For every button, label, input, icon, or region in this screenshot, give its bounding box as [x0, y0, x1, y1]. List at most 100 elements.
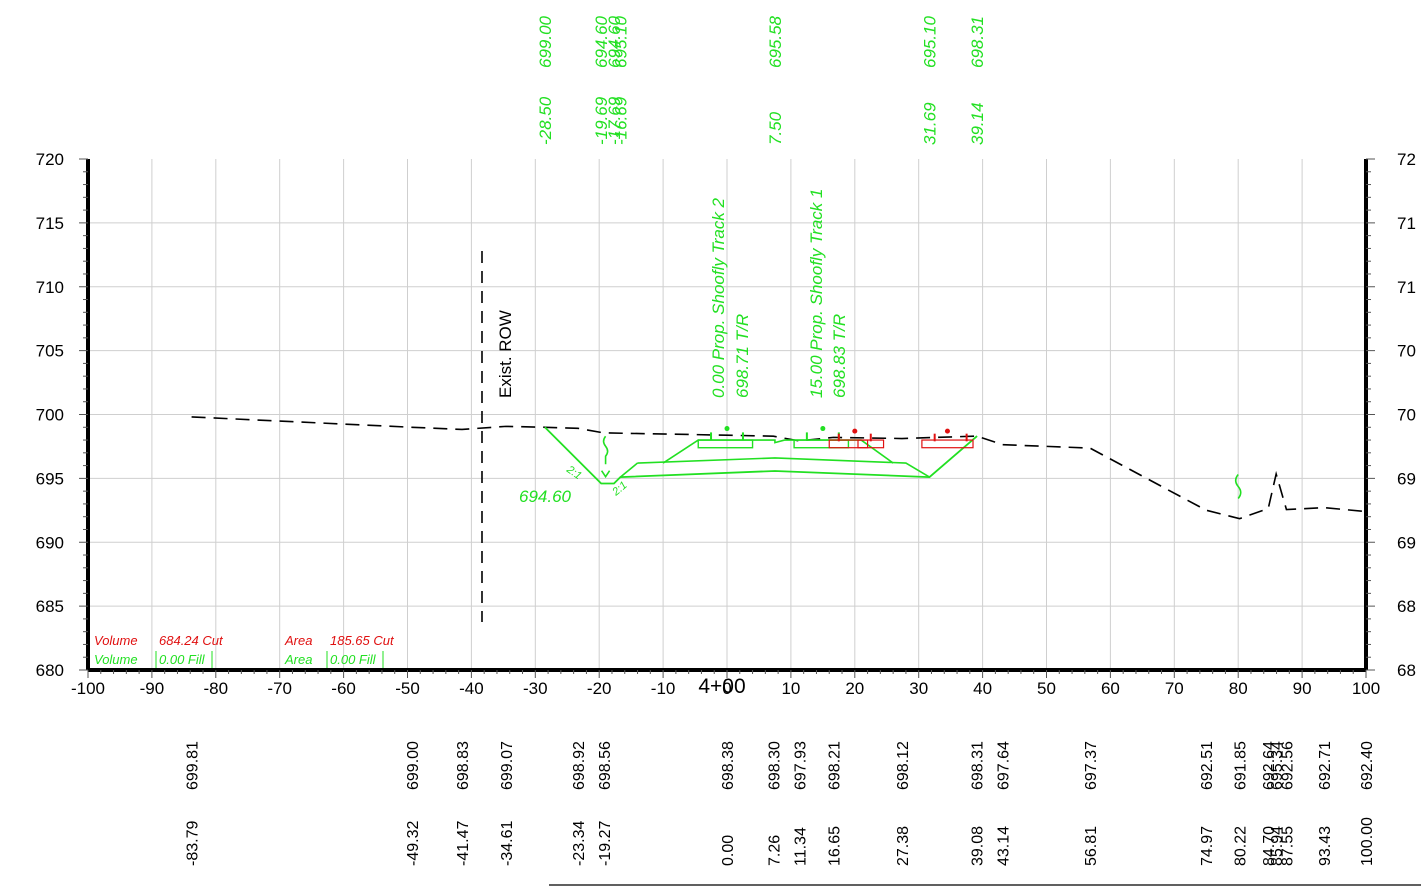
bottom-elevation-label: 692.64 [1261, 741, 1278, 790]
bottom-offset-label: 74.97 [1199, 826, 1216, 866]
drainage-symbol [1234, 474, 1242, 500]
offset-tick-label: -90 [140, 679, 165, 698]
track1-tie [793, 439, 850, 449]
offset-tick-label: -60 [331, 679, 356, 698]
top-elevation-label: 695.10 [611, 15, 630, 68]
bottom-elevation-label: 691.85 [1233, 741, 1250, 790]
offset-tick-label: 70 [1165, 679, 1184, 698]
track-centerline-dot [724, 426, 730, 432]
bottom-point-labels: 699.81 -83.79 699.00 -49.32 698.83 -41.47 699.… [185, 741, 1376, 866]
offset-tick-label: 40 [973, 679, 992, 698]
elevation-tick-label: 710 [36, 278, 64, 297]
bottom-offset-label: -19.27 [597, 821, 614, 866]
track2-tie [697, 439, 754, 449]
elevation-tick-label-right: 71 [1397, 278, 1416, 297]
bottom-elevation-label: 699.07 [499, 741, 516, 790]
elevation-tick-label: 680 [36, 661, 64, 680]
elevation-tick-label: 695 [36, 469, 64, 488]
bottom-offset-label: -23.34 [571, 821, 588, 866]
top-elevation-label: 694.60 [605, 15, 624, 68]
slope-left-label: 2:1 [563, 463, 583, 482]
bottom-offset-label: 87.55 [1279, 826, 1296, 866]
bottom-elevation-label: 698.38 [720, 741, 737, 790]
track1-label: 15.00 Prop. Shoofly Track 1 [807, 189, 826, 398]
elevation-tick-label: 715 [36, 214, 64, 233]
elevation-tick-label-right: 69 [1397, 533, 1416, 552]
top-offset-label: -17.69 [605, 96, 624, 145]
fill-area-label: Area [284, 652, 312, 667]
elevation-tick-label-right: 69 [1397, 469, 1416, 488]
bottom-offset-label: 100.00 [1359, 817, 1376, 866]
existing-ground-profile [191, 416, 1367, 520]
offset-tick-label: -70 [267, 679, 292, 698]
offset-tick-label: -50 [395, 679, 420, 698]
bottom-elevation-label: 697.37 [1083, 741, 1100, 790]
fill-area-value: 0.00 Fill [330, 652, 377, 667]
offset-tick-label: 30 [909, 679, 928, 698]
cut-volume-label: Volume [94, 633, 138, 648]
offset-tick-label: -80 [204, 679, 229, 698]
bottom-elevation-label: 698.56 [597, 741, 614, 790]
offset-tick-label: 20 [845, 679, 864, 698]
offset-tick-label: 80 [1229, 679, 1248, 698]
bottom-offset-label: 27.38 [895, 826, 912, 866]
offset-tick-label: -30 [523, 679, 548, 698]
offset-tick-label: 50 [1037, 679, 1056, 698]
offset-tick-label: 10 [781, 679, 800, 698]
elevation-tick-label-right: 68 [1397, 597, 1416, 616]
top-offset-label: -16.69 [611, 96, 630, 145]
offset-tick-label: 90 [1293, 679, 1312, 698]
bottom-offset-label: 7.26 [766, 835, 783, 866]
offset-tick-label: 100 [1352, 679, 1380, 698]
elevation-tick-label-right: 71 [1397, 214, 1416, 233]
track1-top-of-rail: 698.83 T/R [830, 314, 849, 398]
elevation-tick-label: 690 [36, 533, 64, 552]
bottom-offset-label: 39.08 [970, 826, 987, 866]
bottom-offset-label: -41.47 [455, 821, 472, 866]
bottom-offset-label: 93.43 [1317, 826, 1334, 866]
elevation-tick-label: 700 [36, 406, 64, 425]
existing-tie [828, 439, 869, 449]
offset-tick-label: 0 [722, 679, 731, 698]
bottom-offset-label: -49.32 [405, 821, 422, 866]
bottom-offset-label: 85.94 [1269, 826, 1286, 866]
elevation-tick-label: 705 [36, 342, 64, 361]
track-centerline-dot [820, 426, 826, 432]
bottom-elevation-label: 692.51 [1199, 741, 1216, 790]
bottom-elevation-label: 698.83 [455, 741, 472, 790]
bottom-elevation-label: 699.81 [185, 741, 202, 790]
bottom-offset-label: 11.34 [792, 827, 809, 866]
track2-label: 0.00 Prop. Shoofly Track 2 [709, 197, 728, 398]
existing-track-dot [944, 428, 950, 434]
fill-volume-label: Volume [94, 652, 138, 667]
bottom-elevation-label: 692.40 [1359, 741, 1376, 790]
top-elevation-label: 698.31 [968, 16, 987, 68]
elevation-tick-label-right: 70 [1397, 406, 1416, 425]
existing-track-dot [852, 428, 858, 434]
proposed-outline [544, 426, 978, 485]
ditch-flow-symbol [602, 435, 609, 465]
bottom-elevation-label: 697.64 [996, 741, 1013, 790]
bottom-elevation-label: 698.30 [766, 741, 783, 790]
cut-volume-value: 684.24 Cut [159, 633, 224, 648]
proposed-subgrade [637, 457, 930, 478]
bottom-offset-label: 0.00 [720, 835, 737, 866]
elevation-tick-label: 685 [36, 597, 64, 616]
bottom-elevation-label: 692.56 [1279, 741, 1296, 790]
grid-lines [88, 159, 1366, 670]
bottom-offset-label: -34.61 [499, 821, 516, 866]
bottom-offset-label: -83.79 [185, 821, 202, 866]
offset-tick-label: -100 [71, 679, 105, 698]
cut-area-label: Area [284, 633, 312, 648]
top-offset-label: 7.50 [766, 111, 785, 145]
bottom-elevation-label: 698.21 [826, 741, 843, 790]
bottom-offset-label: 16.65 [826, 826, 843, 866]
offset-tick-label: -20 [587, 679, 612, 698]
bottom-offset-label: 84.70 [1261, 826, 1278, 866]
bottom-elevation-label: 695.34 [1269, 741, 1286, 790]
bottom-offset-label: 80.22 [1233, 826, 1250, 866]
bottom-elevation-label: 699.00 [405, 741, 422, 790]
fill-volume-value: 0.00 Fill [159, 652, 206, 667]
existing-tie [921, 439, 974, 449]
